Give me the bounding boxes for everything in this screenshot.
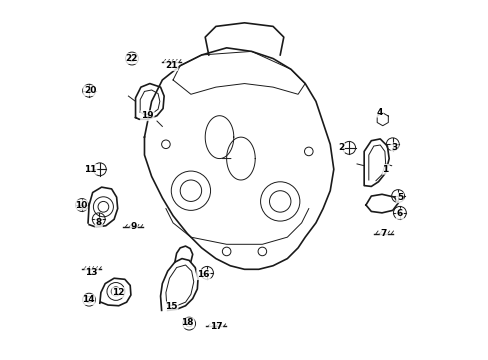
Text: 11: 11 (84, 165, 96, 174)
Text: 1: 1 (382, 165, 388, 174)
Text: 16: 16 (197, 270, 209, 279)
Text: 13: 13 (85, 268, 98, 277)
Text: 19: 19 (141, 111, 153, 120)
Text: 5: 5 (396, 193, 402, 202)
Text: 20: 20 (84, 86, 96, 95)
Text: 7: 7 (380, 229, 386, 238)
Text: 9: 9 (130, 222, 137, 231)
Text: 3: 3 (390, 143, 397, 152)
Text: 21: 21 (164, 61, 177, 70)
Text: 18: 18 (181, 318, 193, 327)
Text: 6: 6 (396, 210, 402, 219)
Text: 17: 17 (209, 322, 222, 331)
Text: 12: 12 (112, 288, 125, 297)
Text: 15: 15 (164, 302, 177, 311)
Text: 4: 4 (376, 108, 382, 117)
Text: 10: 10 (75, 201, 87, 210)
Text: 14: 14 (81, 295, 94, 304)
Text: 8: 8 (96, 219, 102, 228)
Text: 2: 2 (337, 143, 344, 152)
Text: 22: 22 (125, 54, 138, 63)
